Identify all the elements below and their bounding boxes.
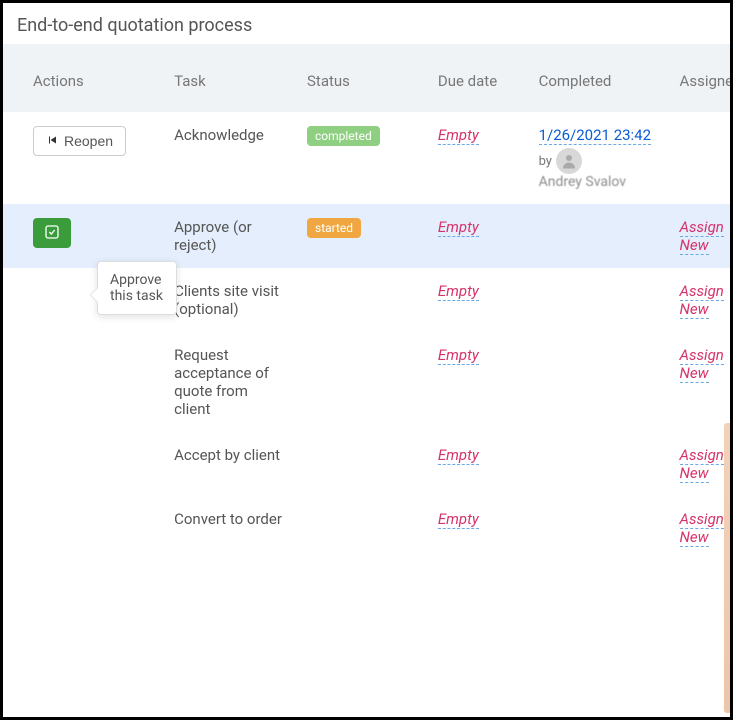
approve-tooltip: Approve this task [97,261,177,315]
table-header-row: Actions Task Status Due date Completed A… [3,44,730,112]
scroll-indicator [724,423,730,713]
due-date-link[interactable]: Empty [438,126,479,145]
by-label: by [539,154,552,169]
due-date-link[interactable]: Empty [438,346,479,365]
col-due: Due date [428,44,529,112]
approve-button[interactable] [33,218,71,248]
rewind-icon [46,133,58,149]
task-cell: Request acceptance of quote from client [164,332,297,432]
col-status: Status [297,44,428,112]
completed-by-user: Andrey Svalov [539,174,660,190]
table-row: Request acceptance of quote from client … [3,332,730,432]
status-badge: started [307,218,361,238]
table-row: Reopen Acknowledge completed Empty 1/26/… [3,112,730,204]
task-cell: Accept by client [164,432,297,496]
status-badge: completed [307,126,380,146]
task-cell: Clients site visit (optional) [164,268,297,332]
completed-by-line: by [539,148,660,174]
col-assignee: Assignee [670,44,730,112]
due-date-link[interactable]: Empty [438,510,479,529]
check-icon [44,224,60,243]
task-cell: Acknowledge [164,112,297,204]
task-cell: Convert to order [164,496,297,560]
table-row: Approve (or reject) started Empty Assign… [3,204,730,268]
due-date-link[interactable]: Empty [438,218,479,237]
reopen-label: Reopen [64,133,113,149]
col-completed: Completed [529,44,670,112]
completed-date-link[interactable]: 1/26/2021 23:42 [539,126,651,145]
app-frame: End-to-end quotation process Actions Tas… [0,0,733,720]
task-cell: Approve (or reject) [164,204,297,268]
reopen-button[interactable]: Reopen [33,126,126,156]
due-date-link[interactable]: Empty [438,282,479,301]
col-actions: Actions [3,44,164,112]
assign-link[interactable]: Assign New [680,218,724,255]
avatar [556,148,582,174]
table-row: Accept by client Empty Assign New [3,432,730,496]
assign-link[interactable]: Assign New [680,446,724,483]
assign-link[interactable]: Assign New [680,510,724,547]
due-date-link[interactable]: Empty [438,446,479,465]
assign-link[interactable]: Assign New [680,282,724,319]
table-row: Convert to order Empty Assign New [3,496,730,560]
page-title: End-to-end quotation process [3,3,730,44]
col-task: Task [164,44,297,112]
assign-link[interactable]: Assign New [680,346,724,383]
